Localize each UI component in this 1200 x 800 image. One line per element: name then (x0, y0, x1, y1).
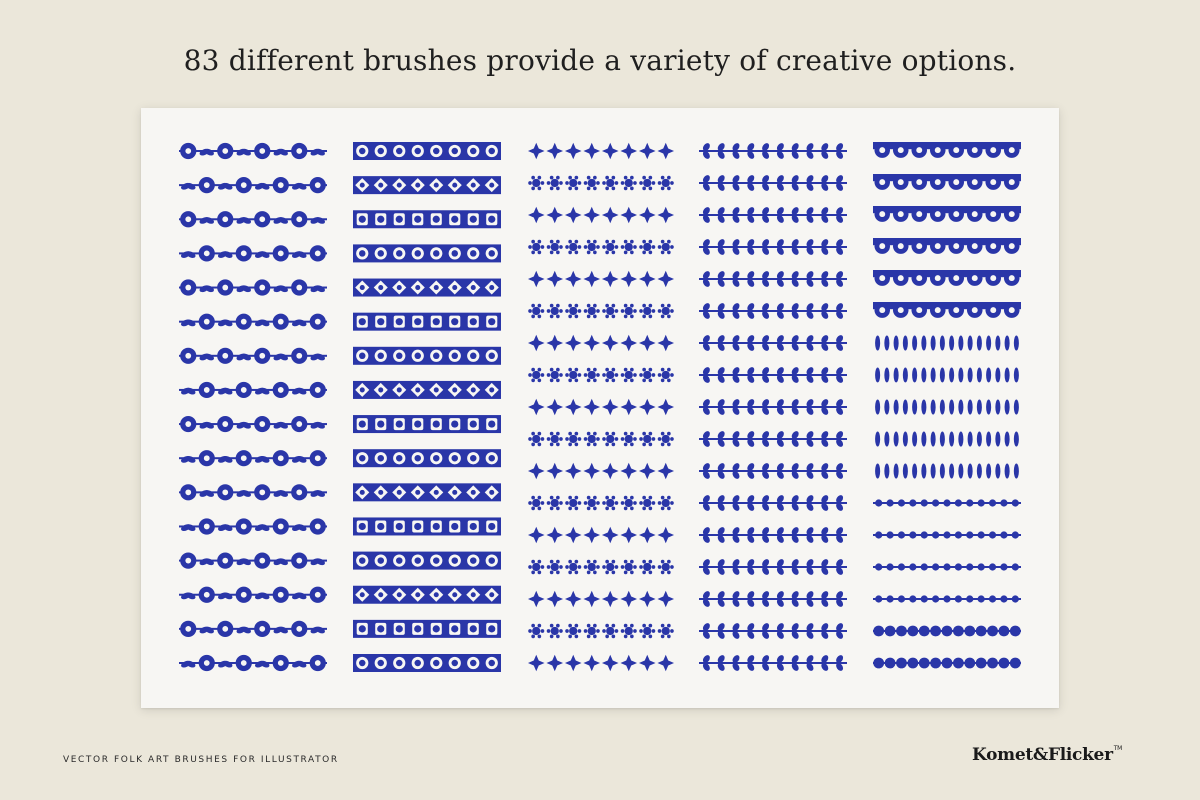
brush-swatch-floral (179, 415, 327, 433)
brush-swatch-scallops-dots (873, 302, 1021, 318)
brush-swatch-scallops-dots (873, 270, 1021, 286)
brush-swatch-geometric-stars (527, 398, 675, 416)
brush-swatch-scallops-dots (873, 595, 1021, 603)
brush-swatch-floral (179, 279, 327, 296)
brush-swatch-geometric-stars (527, 462, 675, 480)
brush-swatch-tiles-medallions (353, 415, 501, 434)
brush-swatch-leaves-vines (699, 335, 847, 351)
brush-swatch-floral (179, 552, 327, 569)
brush-swatch-geometric-stars (528, 367, 674, 383)
headline: 83 different brushes provide a variety o… (183, 44, 1017, 77)
brush-swatch-leaves-vines (699, 175, 847, 191)
brush-swatch-floral (179, 586, 327, 603)
brush-swatch-geometric-stars (527, 654, 675, 672)
brush-swatch-scallops-dots (875, 431, 1019, 447)
brush-swatch-scallops-dots (875, 463, 1019, 479)
brush-swatch-tiles-medallions (353, 278, 501, 297)
brush-swatch-leaves-vines (699, 239, 847, 255)
brush-swatch-leaves-vines (699, 207, 847, 223)
trademark: TM (1113, 745, 1123, 752)
brush-swatch-tiles-medallions (353, 244, 501, 263)
brush-swatch-geometric-stars (528, 559, 674, 575)
brush-swatch-scallops-dots (875, 399, 1019, 415)
brush-swatch-scallops-dots (873, 531, 1021, 539)
brush-swatch-scallops-dots (875, 367, 1019, 383)
brand-logo: Komet&FlickerTM (972, 745, 1122, 765)
brush-swatch-leaves-vines (699, 527, 847, 543)
brush-swatch-leaves-vines (699, 271, 847, 287)
brush-swatch-scallops-dots (873, 563, 1021, 571)
brush-swatch-leaves-vines (699, 143, 847, 159)
brush-swatch-tiles-medallions (353, 517, 501, 536)
brush-swatch-geometric-stars (528, 175, 674, 191)
brush-swatch-leaves-vines (699, 431, 847, 447)
brush-swatch-geometric-stars (527, 590, 675, 608)
brush-swatch-floral (179, 347, 327, 364)
brush-swatch-floral (179, 654, 327, 672)
brush-swatch-floral (179, 450, 327, 467)
brush-swatch-geometric-stars (528, 431, 674, 447)
brush-swatch-leaves-vines (699, 559, 847, 575)
brush-swatch-leaves-vines (699, 495, 847, 511)
brush-swatch-tiles-medallions (353, 346, 501, 365)
brush-swatch-tiles-medallions (353, 380, 501, 399)
brush-swatch-scallops-dots (873, 499, 1021, 507)
brush-swatch-geometric-stars (528, 303, 674, 319)
brush-swatch-floral (179, 177, 327, 194)
brush-swatch-geometric-stars (528, 623, 674, 639)
brush-swatch-floral (179, 381, 327, 399)
brush-swatch-tiles-medallions (353, 619, 501, 638)
tagline: VECTOR FOLK ART BRUSHES FOR ILLUSTRATOR (63, 755, 339, 765)
brush-swatch-geometric-stars (527, 142, 675, 160)
brush-swatch-scallops-dots (873, 142, 1021, 158)
brush-sheet (141, 108, 1059, 708)
brush-swatch-geometric-stars (527, 206, 675, 224)
brush-swatch-scallops-dots (873, 657, 1021, 669)
brush-swatch-geometric-stars (528, 495, 674, 511)
brush-swatch-leaves-vines (699, 399, 847, 415)
brush-swatch-tiles-medallions (353, 585, 501, 604)
brush-swatch-tiles-medallions (353, 142, 501, 160)
brush-swatch-geometric-stars (528, 239, 674, 255)
brush-swatch-scallops-dots (873, 206, 1021, 222)
brush-swatch-leaves-vines (699, 303, 847, 319)
brush-swatch-floral (179, 211, 327, 228)
brush-swatch-floral (179, 484, 327, 501)
brush-swatch-scallops-dots (875, 335, 1019, 351)
brush-swatch-leaves-vines (699, 463, 847, 479)
brush-swatch-tiles-medallions (353, 312, 501, 331)
brush-swatch-floral (179, 620, 327, 637)
brush-swatch-leaves-vines (699, 623, 847, 639)
brush-swatch-floral (179, 142, 327, 160)
brush-grid (179, 142, 1021, 672)
brush-swatch-tiles-medallions (353, 210, 501, 229)
brush-swatch-floral (179, 245, 327, 262)
brush-swatch-geometric-stars (527, 270, 675, 288)
brush-swatch-geometric-stars (527, 334, 675, 352)
brush-swatch-scallops-dots (873, 238, 1021, 254)
brush-swatch-leaves-vines (699, 655, 847, 671)
brush-swatch-scallops-dots (873, 625, 1021, 637)
brand-name: Komet&Flicker (972, 745, 1113, 765)
brush-swatch-scallops-dots (873, 174, 1021, 190)
brush-swatch-geometric-stars (527, 526, 675, 544)
brush-swatch-leaves-vines (699, 591, 847, 607)
brush-swatch-tiles-medallions (353, 654, 501, 672)
brush-swatch-tiles-medallions (353, 483, 501, 502)
brush-swatch-tiles-medallions (353, 551, 501, 570)
brush-swatch-tiles-medallions (353, 176, 501, 195)
brush-swatch-floral (179, 313, 327, 330)
brush-swatch-leaves-vines (699, 367, 847, 383)
brush-swatch-floral (179, 518, 327, 535)
brush-swatch-tiles-medallions (353, 449, 501, 468)
